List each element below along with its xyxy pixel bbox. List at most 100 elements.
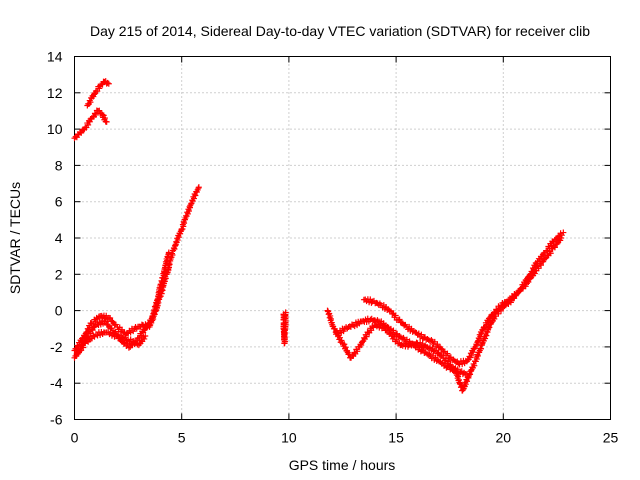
x-tick-label: 20 — [496, 430, 512, 446]
data-point — [96, 85, 103, 92]
data-point — [397, 334, 404, 341]
data-point — [527, 272, 534, 279]
data-point — [190, 195, 197, 202]
data-point — [354, 348, 361, 355]
series-seg-midday — [280, 309, 289, 347]
y-tick-label: 10 — [47, 121, 63, 137]
y-tick-label: 0 — [55, 303, 63, 319]
data-point — [152, 305, 159, 312]
data-point — [398, 341, 405, 348]
data-point — [104, 79, 111, 86]
x-tick-label: 15 — [388, 430, 404, 446]
data-point — [486, 324, 493, 331]
data-point — [142, 333, 149, 340]
data-point — [331, 325, 338, 332]
series-seg-early-high-a — [71, 107, 110, 142]
data-point — [363, 333, 370, 340]
data-point — [498, 307, 505, 314]
data-point — [392, 312, 399, 319]
data-point — [464, 378, 471, 385]
data-point — [83, 338, 90, 345]
data-point — [442, 360, 449, 367]
chart-title: Day 215 of 2014, Sidereal Day-to-day VTE… — [90, 23, 590, 39]
x-tick-label: 5 — [178, 430, 186, 446]
data-point — [547, 250, 554, 257]
x-tick-label: 10 — [281, 430, 297, 446]
data-point — [418, 331, 425, 338]
y-tick-label: 12 — [47, 85, 63, 101]
y-tick-labels: -6 -4 -2 0 2 4 6 8 10 12 14 — [47, 49, 63, 428]
data-point — [393, 336, 400, 343]
data-point — [105, 80, 112, 87]
series-seg-morning-b — [71, 249, 172, 354]
data-point — [530, 266, 537, 273]
data-point — [449, 357, 456, 364]
data-point — [462, 381, 469, 388]
data-point — [434, 341, 441, 348]
data-point — [468, 352, 475, 359]
y-tick-label: -2 — [50, 339, 63, 355]
series-seg-early-high-b — [84, 78, 112, 109]
data-point — [398, 319, 405, 326]
x-axis-label: GPS time / hours — [289, 457, 396, 473]
data-point — [542, 255, 549, 262]
data-point — [389, 311, 396, 318]
data-point — [351, 349, 358, 356]
data-point — [438, 345, 445, 352]
data-point — [416, 344, 423, 351]
x-tick-labels: 0 5 10 15 20 25 — [71, 430, 619, 446]
data-point — [103, 118, 110, 125]
data-point — [282, 309, 289, 316]
data-point — [537, 262, 544, 269]
series-seg-afternoon-b — [360, 235, 565, 368]
data-point — [511, 295, 518, 302]
y-tick-label: 2 — [55, 266, 63, 282]
series-seg-evening — [333, 229, 567, 394]
data-point — [141, 324, 148, 331]
data-point — [535, 265, 542, 272]
y-tick-label: -4 — [50, 375, 63, 391]
data-point — [192, 192, 199, 199]
data-point — [195, 184, 202, 191]
data-point — [346, 351, 353, 358]
y-tick-label: 6 — [55, 194, 63, 210]
data-point — [165, 249, 172, 256]
data-point — [338, 337, 345, 344]
grid — [74, 56, 611, 420]
data-point — [548, 242, 555, 249]
data-point — [532, 264, 539, 271]
data-point — [495, 310, 502, 317]
data-point — [92, 111, 99, 118]
data-point — [125, 344, 132, 351]
data-point — [421, 350, 428, 357]
series-seg-morning-a — [71, 184, 202, 361]
data-point — [333, 331, 340, 338]
y-axis-label: SDTVAR / TECUs — [7, 182, 23, 294]
data-point — [474, 352, 481, 359]
y-tick-label: 4 — [55, 230, 63, 246]
data-point — [107, 314, 114, 321]
data-point — [99, 111, 106, 118]
data-point — [141, 335, 148, 342]
y-tick-label: 8 — [55, 157, 63, 173]
data-point — [507, 299, 514, 306]
data-points — [71, 78, 567, 394]
data-point — [521, 280, 528, 287]
data-point — [471, 362, 478, 369]
data-point — [85, 121, 92, 128]
data-point — [413, 343, 420, 350]
data-point — [86, 118, 93, 125]
data-point — [100, 112, 107, 119]
x-tick-label: 25 — [603, 430, 619, 446]
data-point — [553, 236, 560, 243]
plot-frame — [74, 56, 611, 420]
data-point — [175, 234, 182, 241]
series-seg-morning-c — [73, 329, 149, 358]
data-point — [560, 229, 567, 236]
x-tick-label: 0 — [71, 430, 79, 446]
y-tick-label: -6 — [50, 412, 63, 428]
data-point — [390, 327, 397, 334]
data-point — [101, 115, 108, 122]
data-point — [142, 321, 149, 328]
